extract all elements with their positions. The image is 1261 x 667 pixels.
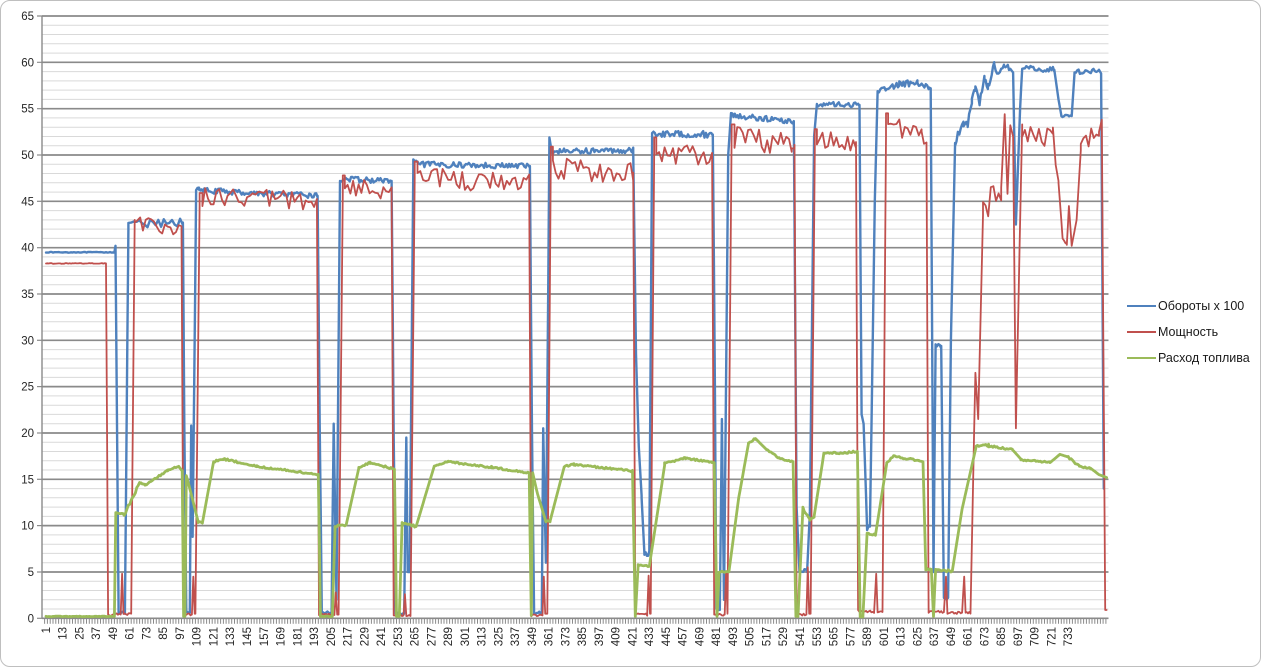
- x-tick-label: 277: [426, 627, 438, 646]
- series-line-rpm: [44, 61, 1106, 616]
- x-tick-label: 61: [125, 627, 137, 640]
- x-tick-label: 601: [879, 627, 891, 646]
- x-tick-label: 505: [745, 627, 757, 646]
- legend-label-fuel: Расход топлива: [1158, 351, 1250, 365]
- x-tick-label: 589: [862, 627, 874, 646]
- y-tick-label: 30: [21, 335, 34, 347]
- legend: Обороты x 100 Мощность Расход топлива: [1127, 293, 1250, 371]
- x-tick-label: 289: [443, 627, 455, 646]
- x-tick-label: 205: [326, 627, 338, 646]
- x-tick-label: 457: [678, 627, 690, 646]
- legend-label-rpm: Обороты x 100: [1158, 299, 1245, 313]
- y-tick-label: 0: [28, 613, 34, 625]
- x-tick-label: 181: [292, 627, 304, 646]
- x-tick-label: 385: [577, 627, 589, 646]
- legend-item-fuel: Расход топлива: [1127, 345, 1250, 371]
- legend-line-power-icon: [1127, 331, 1156, 333]
- series-line-power: [45, 112, 1108, 618]
- y-tick-label: 40: [21, 243, 34, 255]
- series-line-fuel: [44, 437, 1108, 619]
- y-tick-label: 15: [21, 474, 34, 486]
- x-tick-label: 169: [276, 627, 288, 646]
- x-tick-label: 673: [979, 627, 991, 646]
- x-tick-label: 697: [1013, 627, 1025, 646]
- x-tick-label: 517: [762, 627, 774, 646]
- y-tick-label: 5: [28, 567, 34, 579]
- x-tick-label: 349: [527, 627, 539, 646]
- x-axis-ticks: [44, 618, 1107, 624]
- x-tick-label: 637: [929, 627, 941, 646]
- x-tick-label: 553: [812, 627, 824, 646]
- x-tick-label: 649: [946, 627, 958, 646]
- x-tick-label: 301: [460, 627, 472, 646]
- y-tick-label: 50: [21, 150, 34, 162]
- x-tick-label: 397: [594, 627, 606, 646]
- x-tick-label: 253: [393, 627, 405, 646]
- x-tick-label: 109: [192, 627, 204, 646]
- y-tick-label: 45: [21, 196, 34, 208]
- x-tick-label: 541: [795, 627, 807, 646]
- x-tick-label: 25: [74, 627, 86, 640]
- x-tick-label: 325: [493, 627, 505, 646]
- x-tick-label: 229: [359, 627, 371, 646]
- x-tick-label: 133: [225, 627, 237, 646]
- x-tick-label: 373: [560, 627, 572, 646]
- x-tick-label: 37: [91, 627, 103, 640]
- y-tick-label: 65: [21, 11, 34, 23]
- x-tick-label: 337: [510, 627, 522, 646]
- y-tick-label: 60: [21, 57, 34, 69]
- legend-item-rpm: Обороты x 100: [1127, 293, 1250, 319]
- x-tick-label: 433: [644, 627, 656, 646]
- x-tick-label: 565: [829, 627, 841, 646]
- x-tick-label: 469: [695, 627, 707, 646]
- x-tick-label: 481: [711, 627, 723, 646]
- x-tick-label: 625: [912, 627, 924, 646]
- x-tick-label: 157: [259, 627, 271, 646]
- x-tick-label: 241: [376, 627, 388, 646]
- x-tick-label: 445: [661, 627, 673, 646]
- x-tick-label: 709: [1030, 627, 1042, 646]
- y-tick-label: 55: [21, 104, 34, 116]
- x-tick-label: 613: [896, 627, 908, 646]
- x-tick-label: 361: [544, 627, 556, 646]
- x-axis-labels: 1 13 25 37 49 61 73 85 97 109 121 133 145 157 169 181 19…: [41, 627, 1075, 646]
- y-tick-label: 25: [21, 382, 34, 394]
- x-tick-label: 13: [58, 627, 70, 640]
- y-tick-label: 35: [21, 289, 34, 301]
- x-tick-label: 721: [1046, 627, 1058, 646]
- y-axis-labels: 0 5 10 15 20 25 30 35 40 45 50 55 60 65: [21, 11, 34, 625]
- legend-label-power: Мощность: [1158, 325, 1219, 339]
- legend-line-rpm-icon: [1127, 305, 1156, 307]
- x-tick-label: 493: [728, 627, 740, 646]
- x-tick-label: 85: [158, 627, 170, 640]
- x-tick-label: 73: [141, 627, 153, 640]
- x-tick-label: 49: [108, 627, 120, 640]
- x-tick-label: 577: [845, 627, 857, 646]
- x-tick-label: 145: [242, 627, 254, 646]
- y-tick-label: 10: [21, 521, 34, 533]
- x-tick-label: 733: [1063, 627, 1075, 646]
- legend-line-fuel-icon: [1127, 357, 1156, 359]
- axes: [37, 15, 43, 619]
- x-tick-label: 97: [175, 627, 187, 640]
- x-tick-label: 421: [627, 627, 639, 646]
- x-tick-label: 193: [309, 627, 321, 646]
- x-tick-label: 409: [611, 627, 623, 646]
- legend-item-power: Мощность: [1127, 319, 1250, 345]
- x-tick-label: 661: [963, 627, 975, 646]
- y-tick-label: 20: [21, 428, 34, 440]
- x-tick-label: 121: [209, 627, 221, 646]
- x-tick-label: 529: [778, 627, 790, 646]
- x-tick-label: 1: [41, 627, 53, 633]
- x-tick-label: 265: [410, 627, 422, 646]
- x-tick-label: 685: [996, 627, 1008, 646]
- x-tick-label: 313: [477, 627, 489, 646]
- x-tick-label: 217: [343, 627, 355, 646]
